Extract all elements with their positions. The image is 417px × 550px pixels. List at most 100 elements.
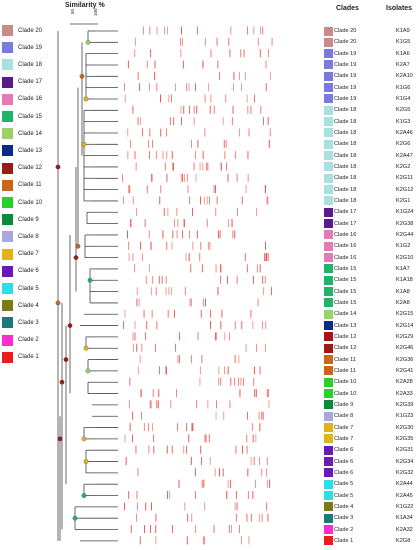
gel-band — [269, 479, 271, 488]
gel-band — [156, 321, 158, 330]
clade-swatch — [324, 94, 333, 104]
isolate-row: Clade 18 K2A47 — [324, 151, 413, 161]
gel-band — [144, 219, 146, 228]
legend-swatch — [2, 42, 13, 54]
gel-band — [130, 219, 131, 228]
gel-band — [134, 49, 136, 58]
gel-band — [158, 400, 159, 409]
gel-band — [128, 185, 130, 194]
gel-band — [222, 468, 224, 477]
gel-band — [265, 343, 266, 352]
clade-label: Clade 7 — [334, 435, 354, 442]
legend-item: Clade 6 — [2, 265, 39, 277]
isolate-label: K2G30 — [396, 424, 414, 431]
gel-band — [232, 230, 234, 239]
gel-band — [159, 366, 160, 375]
clade-swatch — [324, 468, 333, 478]
tree-node — [83, 96, 89, 102]
clade-label: Clade 5 — [334, 481, 354, 488]
clade-label: Clade 18 — [334, 163, 357, 170]
gel-band — [253, 366, 255, 375]
gel-band — [206, 196, 208, 205]
gel-band — [139, 83, 141, 92]
gel-band — [135, 445, 137, 454]
isolate-label: K2G38 — [396, 220, 414, 227]
clade-label: Clade 5 — [334, 492, 354, 499]
clade-label: Clade 19 — [334, 73, 357, 80]
isolate-label: K2G39 — [396, 401, 414, 408]
gel-band — [224, 151, 226, 160]
clade-swatch — [324, 502, 333, 512]
clade-label: Clade 15 — [334, 265, 357, 272]
clade-label: Clade 16 — [334, 243, 357, 250]
gel-band — [261, 513, 263, 522]
gel-band — [266, 253, 268, 262]
gel-band — [222, 117, 224, 126]
gel-band — [178, 355, 180, 364]
clade-swatch — [324, 457, 333, 467]
gel-band — [266, 502, 268, 511]
gel-band — [175, 83, 176, 92]
gel-band — [268, 400, 270, 409]
clade-label: Clade 18 — [334, 141, 357, 148]
gel-band — [267, 513, 269, 522]
gel-band — [149, 83, 150, 92]
gel-band — [232, 105, 234, 114]
gel-band — [202, 536, 204, 545]
clade-swatch — [324, 253, 333, 263]
gel-band — [192, 423, 194, 432]
gel-band — [177, 423, 178, 432]
gel-band — [261, 411, 263, 420]
gel-band — [127, 151, 129, 160]
clade-swatch — [324, 196, 333, 206]
gel-band — [125, 457, 127, 465]
gel-band — [192, 207, 193, 216]
gel-band — [216, 37, 218, 46]
gel-band — [139, 117, 141, 126]
gel-band — [230, 377, 232, 386]
isolate-label: K2A47 — [396, 152, 413, 159]
gel-band — [132, 105, 134, 114]
gel-band — [235, 513, 237, 522]
isolate-label: K1G22 — [396, 503, 414, 510]
isolate-row: Clade 6 K2G34 — [324, 457, 413, 467]
tree-node — [85, 39, 91, 45]
gel-band — [245, 343, 247, 352]
gel-band — [256, 264, 258, 273]
legend-label: Clade 5 — [18, 285, 39, 292]
legend-label: Clade 8 — [18, 233, 39, 240]
gel-band — [244, 253, 246, 262]
gel-band — [127, 128, 129, 137]
gel-band — [239, 71, 240, 80]
legend-item: Clade 12 — [2, 162, 42, 174]
gel-band — [244, 71, 246, 80]
gel-band — [177, 355, 179, 364]
isolate-label: K2G32 — [396, 469, 414, 476]
legend-item: Clade 13 — [2, 145, 42, 157]
gel-band — [271, 37, 273, 46]
gel-band — [256, 207, 257, 216]
gel-band — [167, 309, 169, 318]
legend-swatch — [2, 128, 13, 140]
clade-swatch — [324, 219, 333, 229]
clade-label: Clade 2 — [334, 526, 354, 533]
isolate-label: K1A6 — [396, 50, 410, 57]
gel-band — [171, 445, 173, 454]
gel-band — [186, 445, 188, 454]
legend-item: Clade 3 — [2, 317, 39, 329]
gel-band — [252, 491, 254, 499]
gel-band — [142, 128, 143, 137]
gel-band — [227, 275, 228, 284]
gel-band — [205, 298, 206, 307]
gel-band — [204, 502, 206, 511]
gel-band — [150, 287, 152, 296]
gel-band — [236, 275, 238, 284]
gel-band — [250, 513, 252, 522]
clade-label: Clade 17 — [334, 220, 357, 227]
clade-swatch — [324, 377, 333, 387]
legend-swatch — [2, 283, 13, 294]
gel-band — [247, 173, 249, 182]
gel-band — [225, 491, 227, 499]
gel-band — [228, 219, 229, 228]
gel-band — [183, 105, 185, 114]
